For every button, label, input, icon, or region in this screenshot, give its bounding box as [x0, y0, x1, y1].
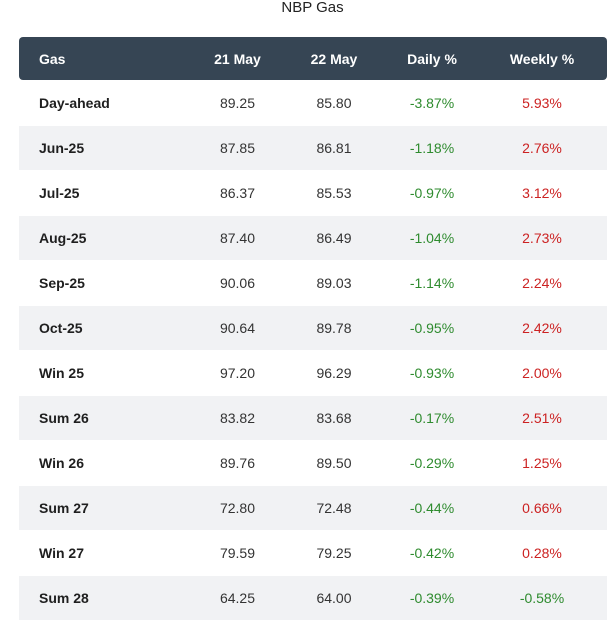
cell-22-may: 72.48 — [281, 485, 387, 530]
cell-gas: Aug-25 — [19, 215, 194, 260]
cell-21-may: 83.82 — [194, 395, 281, 440]
cell-22-may: 96.29 — [281, 350, 387, 395]
cell-21-may: 90.06 — [194, 260, 281, 305]
cell-gas: Sum 28 — [19, 575, 194, 620]
cell-daily-pct: -0.93% — [387, 350, 477, 395]
table-row: Sum 28 64.25 64.00 -0.39% -0.58% — [19, 575, 607, 620]
cell-gas: Jun-25 — [19, 125, 194, 170]
page-title: NBP Gas — [281, 0, 344, 16]
cell-22-may: 86.49 — [281, 215, 387, 260]
cell-21-may: 90.64 — [194, 305, 281, 350]
table-row: Win 27 79.59 79.25 -0.42% 0.28% — [19, 530, 607, 575]
table-row: Day-ahead 89.25 85.80 -3.87% 5.93% — [19, 80, 607, 125]
cell-weekly-pct: 5.93% — [477, 80, 607, 125]
cell-22-may: 85.80 — [281, 80, 387, 125]
table-container: Gas 21 May 22 May Daily % Weekly % Day-a… — [19, 37, 607, 620]
cell-22-may: 64.00 — [281, 575, 387, 620]
cell-21-may: 97.20 — [194, 350, 281, 395]
cell-21-may: 72.80 — [194, 485, 281, 530]
cell-daily-pct: -1.04% — [387, 215, 477, 260]
cell-gas: Win 25 — [19, 350, 194, 395]
table-row: Sum 26 83.82 83.68 -0.17% 2.51% — [19, 395, 607, 440]
cell-22-may: 86.81 — [281, 125, 387, 170]
cell-weekly-pct: -0.58% — [477, 575, 607, 620]
cell-gas: Jul-25 — [19, 170, 194, 215]
header-gas: Gas — [19, 37, 194, 80]
cell-gas: Oct-25 — [19, 305, 194, 350]
cell-21-may: 89.25 — [194, 80, 281, 125]
cell-22-may: 89.50 — [281, 440, 387, 485]
cell-weekly-pct: 2.76% — [477, 125, 607, 170]
cell-22-may: 85.53 — [281, 170, 387, 215]
header-row: Gas 21 May 22 May Daily % Weekly % — [19, 37, 607, 80]
table-row: Jul-25 86.37 85.53 -0.97% 3.12% — [19, 170, 607, 215]
cell-21-may: 89.76 — [194, 440, 281, 485]
cell-gas: Day-ahead — [19, 80, 194, 125]
cell-weekly-pct: 2.73% — [477, 215, 607, 260]
cell-daily-pct: -0.44% — [387, 485, 477, 530]
cell-weekly-pct: 2.51% — [477, 395, 607, 440]
cell-weekly-pct: 1.25% — [477, 440, 607, 485]
cell-weekly-pct: 0.66% — [477, 485, 607, 530]
cell-gas: Sum 26 — [19, 395, 194, 440]
table-row: Aug-25 87.40 86.49 -1.04% 2.73% — [19, 215, 607, 260]
cell-daily-pct: -0.97% — [387, 170, 477, 215]
cell-21-may: 86.37 — [194, 170, 281, 215]
table-body: Day-ahead 89.25 85.80 -3.87% 5.93% Jun-25 87.8… — [19, 80, 607, 620]
table-row: Sep-25 90.06 89.03 -1.14% 2.24% — [19, 260, 607, 305]
table-header: Gas 21 May 22 May Daily % Weekly % — [19, 37, 607, 80]
cell-gas: Sum 27 — [19, 485, 194, 530]
cell-21-may: 87.85 — [194, 125, 281, 170]
nbp-gas-table: Gas 21 May 22 May Daily % Weekly % Day-a… — [19, 37, 607, 620]
table-row: Sum 27 72.80 72.48 -0.44% 0.66% — [19, 485, 607, 530]
cell-daily-pct: -3.87% — [387, 80, 477, 125]
cell-weekly-pct: 2.24% — [477, 260, 607, 305]
table-row: Win 25 97.20 96.29 -0.93% 2.00% — [19, 350, 607, 395]
cell-22-may: 89.78 — [281, 305, 387, 350]
header-daily-pct: Daily % — [387, 37, 477, 80]
cell-22-may: 89.03 — [281, 260, 387, 305]
cell-daily-pct: -0.39% — [387, 575, 477, 620]
table-row: Jun-25 87.85 86.81 -1.18% 2.76% — [19, 125, 607, 170]
cell-daily-pct: -0.29% — [387, 440, 477, 485]
header-21-may: 21 May — [194, 37, 281, 80]
table-row: Oct-25 90.64 89.78 -0.95% 2.42% — [19, 305, 607, 350]
cell-21-may: 79.59 — [194, 530, 281, 575]
cell-gas: Win 27 — [19, 530, 194, 575]
cell-weekly-pct: 0.28% — [477, 530, 607, 575]
cell-daily-pct: -0.17% — [387, 395, 477, 440]
header-weekly-pct: Weekly % — [477, 37, 607, 80]
cell-weekly-pct: 2.42% — [477, 305, 607, 350]
cell-gas: Sep-25 — [19, 260, 194, 305]
cell-gas: Win 26 — [19, 440, 194, 485]
cell-22-may: 83.68 — [281, 395, 387, 440]
cell-daily-pct: -1.18% — [387, 125, 477, 170]
cell-weekly-pct: 2.00% — [477, 350, 607, 395]
cell-daily-pct: -0.42% — [387, 530, 477, 575]
cell-22-may: 79.25 — [281, 530, 387, 575]
cell-21-may: 64.25 — [194, 575, 281, 620]
cell-21-may: 87.40 — [194, 215, 281, 260]
cell-weekly-pct: 3.12% — [477, 170, 607, 215]
table-row: Win 26 89.76 89.50 -0.29% 1.25% — [19, 440, 607, 485]
cell-daily-pct: -0.95% — [387, 305, 477, 350]
header-22-may: 22 May — [281, 37, 387, 80]
cell-daily-pct: -1.14% — [387, 260, 477, 305]
